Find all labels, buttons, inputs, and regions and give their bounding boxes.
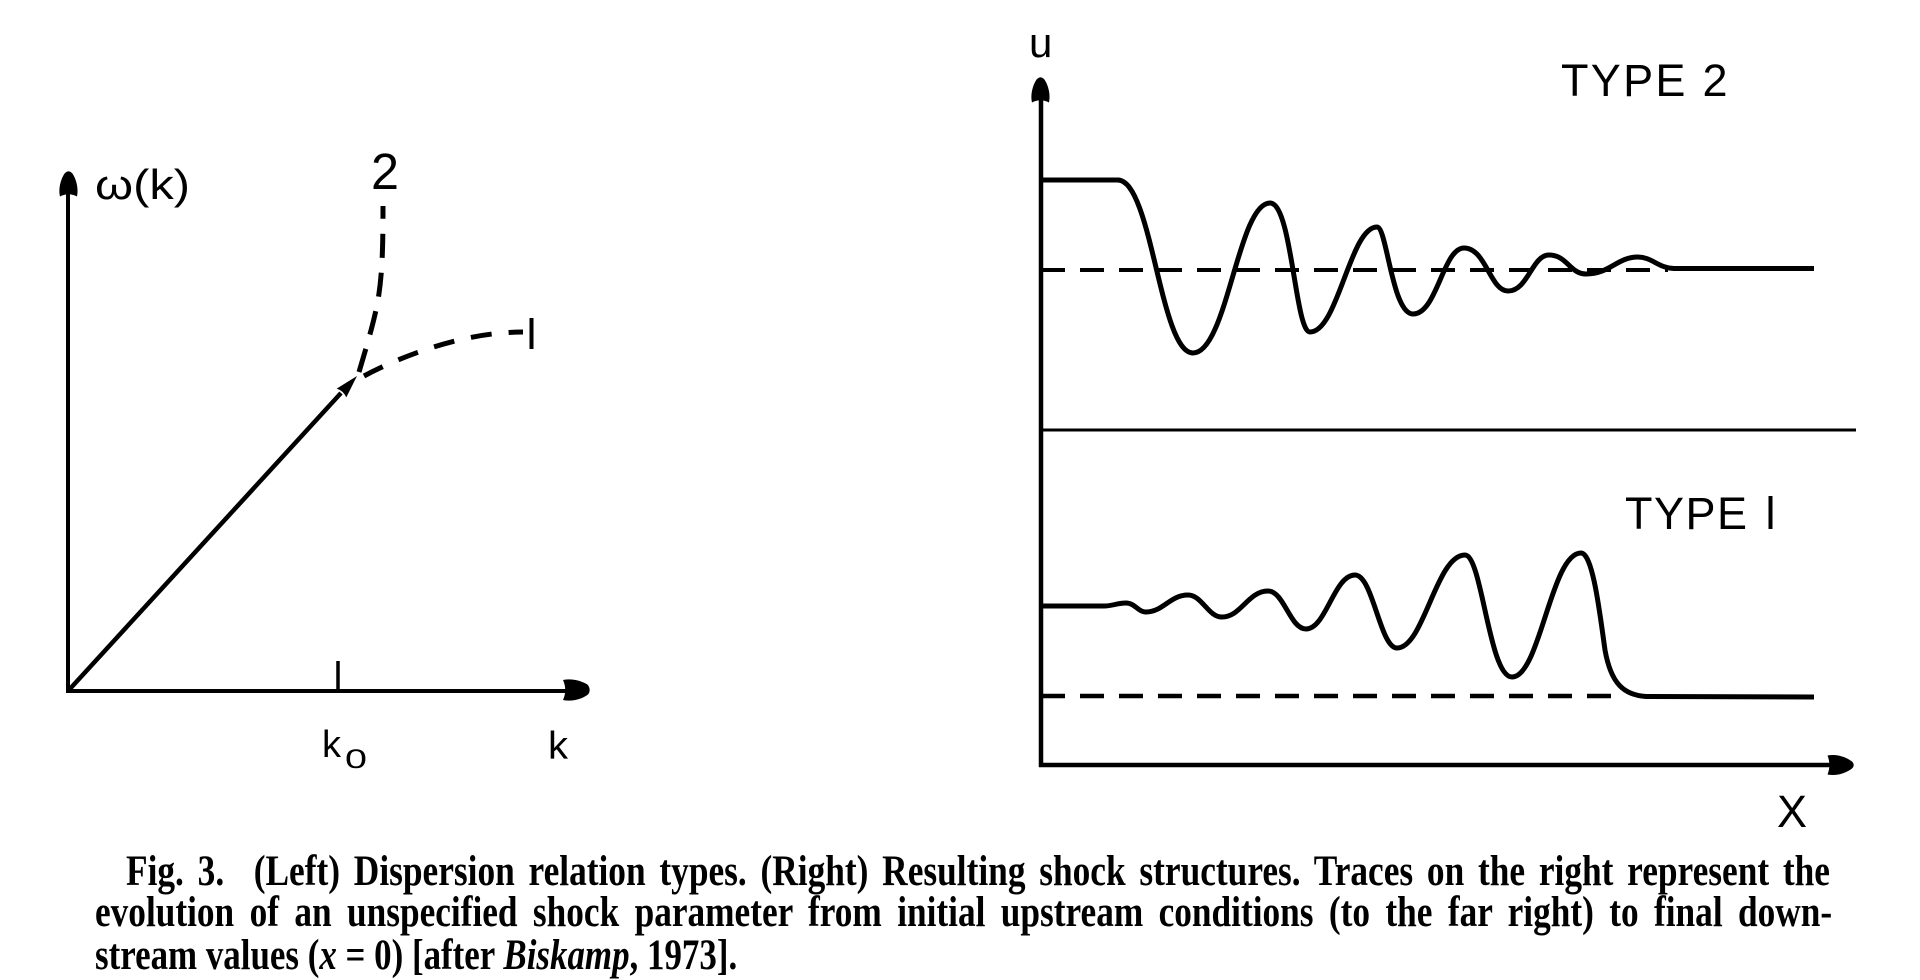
svg-text:0: 0	[345, 744, 367, 774]
svg-text:TYPE: TYPE	[1625, 488, 1749, 539]
svg-text:2: 2	[371, 143, 399, 200]
svg-text:X: X	[1777, 786, 1807, 837]
svg-text:k: k	[322, 724, 342, 766]
svg-text:u: u	[1029, 19, 1052, 66]
svg-text:TYPE 2: TYPE 2	[1561, 55, 1730, 106]
svg-text:k: k	[548, 725, 569, 768]
svg-text:ω(k): ω(k)	[95, 161, 190, 208]
